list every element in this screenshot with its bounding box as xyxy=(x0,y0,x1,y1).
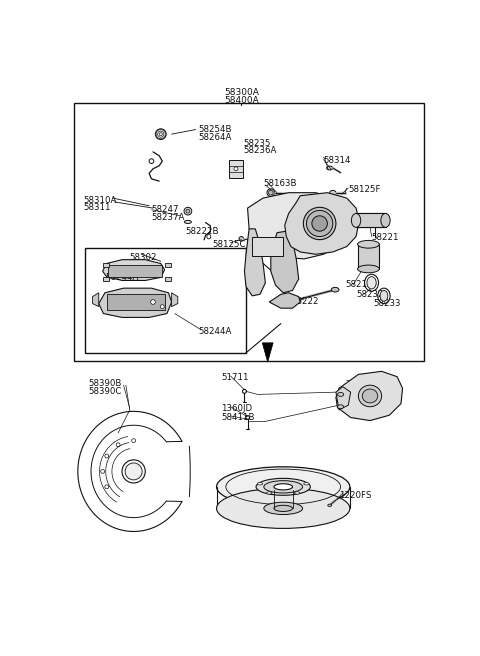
Text: 58244A: 58244A xyxy=(105,273,138,282)
Ellipse shape xyxy=(257,483,263,485)
Ellipse shape xyxy=(274,483,292,490)
Ellipse shape xyxy=(326,166,333,170)
Bar xyxy=(165,277,171,281)
Ellipse shape xyxy=(367,277,376,289)
Bar xyxy=(103,263,109,268)
Ellipse shape xyxy=(351,213,360,228)
Ellipse shape xyxy=(337,392,344,396)
Text: 58222: 58222 xyxy=(291,297,318,306)
Text: 51711: 51711 xyxy=(221,373,249,382)
Polygon shape xyxy=(103,260,165,281)
Bar xyxy=(165,263,171,268)
Text: 58264A: 58264A xyxy=(198,133,231,142)
Ellipse shape xyxy=(294,492,300,494)
Ellipse shape xyxy=(160,305,164,308)
Ellipse shape xyxy=(125,463,142,480)
Ellipse shape xyxy=(239,237,244,241)
Bar xyxy=(107,295,166,310)
Bar xyxy=(229,159,243,178)
Ellipse shape xyxy=(337,405,344,409)
Text: 1220FS: 1220FS xyxy=(339,491,372,501)
Ellipse shape xyxy=(105,485,108,489)
Text: 58232: 58232 xyxy=(356,290,384,298)
Ellipse shape xyxy=(132,439,135,443)
Ellipse shape xyxy=(303,207,336,239)
Text: 58254B: 58254B xyxy=(198,125,231,134)
Text: 58125C: 58125C xyxy=(212,240,245,249)
Bar xyxy=(358,244,379,269)
Text: 58314: 58314 xyxy=(324,155,351,165)
Ellipse shape xyxy=(234,167,238,171)
Ellipse shape xyxy=(381,213,390,228)
Ellipse shape xyxy=(362,389,378,403)
Bar xyxy=(103,277,109,281)
Text: 58236A: 58236A xyxy=(243,146,276,155)
Text: 58302: 58302 xyxy=(130,253,157,262)
Text: 58411B: 58411B xyxy=(221,413,255,422)
Ellipse shape xyxy=(264,502,302,514)
Text: 58163B: 58163B xyxy=(263,179,297,188)
Bar xyxy=(74,104,424,361)
Ellipse shape xyxy=(184,207,192,215)
Text: 58400A: 58400A xyxy=(224,96,259,106)
Text: 58233: 58233 xyxy=(373,299,401,308)
Ellipse shape xyxy=(116,443,120,447)
Ellipse shape xyxy=(358,240,379,248)
Ellipse shape xyxy=(122,460,145,483)
Ellipse shape xyxy=(331,287,339,292)
Ellipse shape xyxy=(304,483,309,485)
Ellipse shape xyxy=(216,467,350,507)
Polygon shape xyxy=(93,293,99,306)
Polygon shape xyxy=(285,193,359,255)
Ellipse shape xyxy=(328,504,332,506)
Text: 58235: 58235 xyxy=(243,139,270,148)
Bar xyxy=(356,213,385,228)
Ellipse shape xyxy=(267,189,275,197)
Ellipse shape xyxy=(156,129,166,140)
Ellipse shape xyxy=(274,505,292,512)
Ellipse shape xyxy=(306,211,333,237)
Ellipse shape xyxy=(101,470,105,474)
Ellipse shape xyxy=(380,291,388,301)
Ellipse shape xyxy=(264,481,302,493)
Text: 1360JD: 1360JD xyxy=(221,403,252,413)
Ellipse shape xyxy=(216,488,350,528)
Text: 58125F: 58125F xyxy=(348,185,381,194)
Ellipse shape xyxy=(151,300,156,304)
Polygon shape xyxy=(269,293,300,308)
Polygon shape xyxy=(336,387,350,410)
Text: 58247: 58247 xyxy=(152,205,179,214)
Text: 58390C: 58390C xyxy=(88,387,121,396)
Text: 58300A: 58300A xyxy=(224,88,259,97)
Text: 58244A: 58244A xyxy=(198,327,231,336)
Polygon shape xyxy=(172,293,178,306)
Ellipse shape xyxy=(268,190,273,195)
Polygon shape xyxy=(99,288,172,318)
Text: 58213: 58213 xyxy=(345,281,372,289)
Ellipse shape xyxy=(105,454,108,458)
Polygon shape xyxy=(336,371,403,420)
Polygon shape xyxy=(248,193,348,259)
Ellipse shape xyxy=(330,190,336,195)
Text: 58310A: 58310A xyxy=(83,195,117,205)
Polygon shape xyxy=(244,229,265,296)
Ellipse shape xyxy=(312,216,327,231)
Text: 58221: 58221 xyxy=(372,233,399,241)
Text: 58390B: 58390B xyxy=(88,379,121,388)
Ellipse shape xyxy=(359,385,382,407)
Ellipse shape xyxy=(266,492,272,494)
Ellipse shape xyxy=(186,209,190,213)
Bar xyxy=(108,265,162,277)
Ellipse shape xyxy=(358,265,379,273)
Polygon shape xyxy=(271,231,299,293)
Text: 58311: 58311 xyxy=(83,203,111,213)
Ellipse shape xyxy=(256,478,311,495)
Text: 58222B: 58222B xyxy=(186,226,219,236)
Bar xyxy=(85,248,246,353)
Ellipse shape xyxy=(184,220,192,224)
Text: 58237A: 58237A xyxy=(152,213,185,222)
Bar xyxy=(252,237,283,256)
Polygon shape xyxy=(262,343,273,362)
